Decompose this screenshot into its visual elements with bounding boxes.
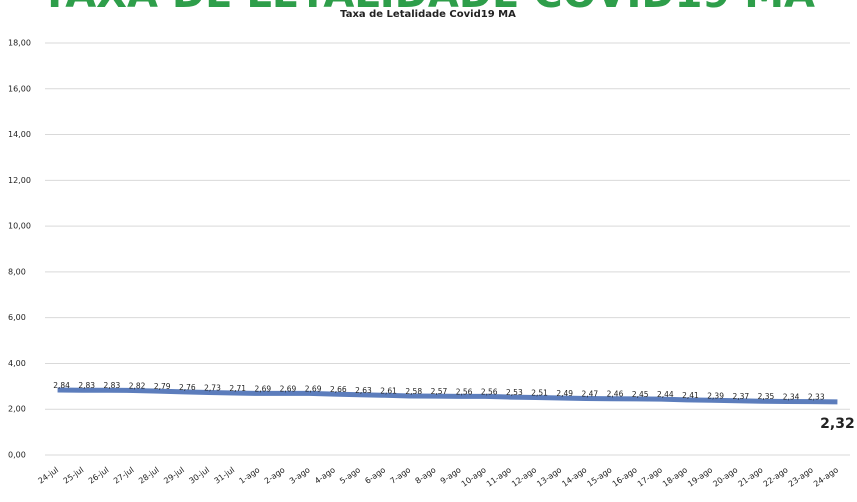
data-label: 2,63 [355, 386, 372, 395]
y-tick-label: 8,00 [8, 267, 26, 276]
data-label: 2,44 [657, 390, 674, 399]
data-label: 2,83 [78, 381, 95, 390]
data-label: 2,46 [607, 390, 624, 399]
data-label: 2,47 [582, 389, 599, 398]
y-tick-label: 18,00 [8, 39, 31, 48]
data-label: 2,56 [456, 387, 473, 396]
data-label: 2,79 [154, 382, 171, 391]
y-tick-label: 4,00 [8, 359, 26, 368]
y-tick-label: 6,00 [8, 313, 26, 322]
data-label: 2,83 [104, 381, 121, 390]
data-label: 2,51 [531, 389, 548, 398]
y-tick-label: 14,00 [8, 130, 31, 139]
data-label: 2,71 [229, 384, 246, 393]
y-tick-label: 12,00 [8, 176, 31, 185]
data-label: 2,69 [280, 384, 297, 393]
y-tick-label: 16,00 [8, 84, 31, 93]
data-label: 2,57 [431, 387, 448, 396]
data-label: 2,41 [682, 391, 699, 400]
data-label: 2,39 [707, 391, 724, 400]
data-label: 2,58 [405, 387, 422, 396]
data-label: 2,34 [783, 392, 800, 401]
header: TAXA DE LETALIDADE COVID19 MA [41, 0, 815, 17]
data-label: 2,66 [330, 385, 347, 394]
line [57, 387, 838, 405]
data-label: 2,53 [506, 388, 523, 397]
data-label: 2,37 [732, 392, 749, 401]
data-label: 2,33 [808, 393, 825, 402]
chart-title: Taxa de Letalidade Covid19 MA [340, 9, 516, 20]
data-label: 2,82 [129, 381, 146, 390]
data-label: 2,35 [758, 392, 775, 401]
data-label: 2,69 [305, 384, 322, 393]
y-tick-label: 0,00 [8, 451, 26, 460]
y-tick-label: 2,00 [8, 405, 26, 414]
data-label: 2,84 [53, 381, 70, 390]
data-label: 2,69 [254, 384, 271, 393]
data-label: 2,76 [179, 383, 196, 392]
data-label: 2,49 [556, 389, 573, 398]
data-label: 2,45 [632, 390, 649, 399]
data-label: 2,32 [820, 416, 855, 432]
y-tick-label: 10,00 [8, 222, 31, 231]
data-label: 2,73 [204, 384, 221, 393]
data-label: 2,61 [380, 386, 397, 395]
data-label: 2,56 [481, 387, 498, 396]
